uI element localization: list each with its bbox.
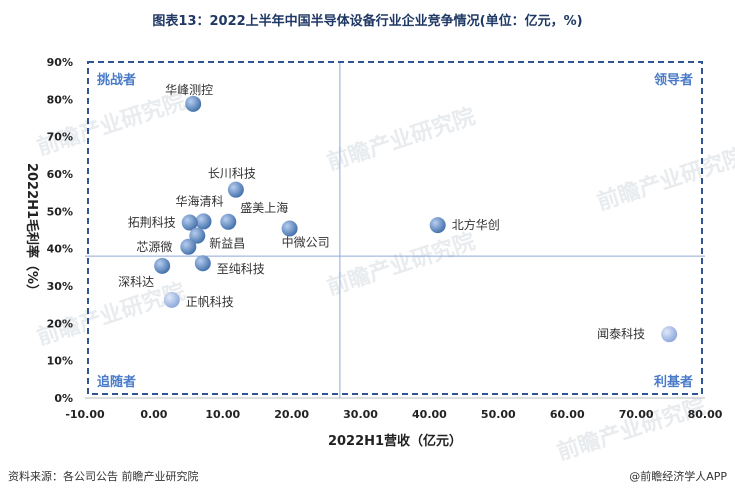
watermark-text: 前瞻产业研究院 [324,228,479,300]
point-label: 拓荆科技 [128,216,176,230]
point-label: 新益昌 [209,236,245,251]
x-tick-label: 40.00 [412,408,447,421]
x-tick-label: 80.00 [688,408,723,421]
quadrant-label-niche: 利基者 [654,374,693,390]
point-拓荆科技[interactable] [181,214,198,231]
brand-credit: @前瞻经济学人APP [629,470,727,483]
point-label: 华海清科 [175,193,223,208]
x-axis-ticks: -10.00 0.00 10.00 20.00 30.00 40.00 50.00 60.00… [65,408,722,421]
y-tick-label: 90% [47,56,73,69]
point-闻泰科技[interactable] [661,326,678,343]
y-tick-label: 70% [47,131,73,144]
y-tick-label: 40% [47,243,73,256]
point-芯源微[interactable] [180,238,197,255]
x-tick-label: 10.00 [205,408,240,421]
x-axis-title: 2022H1营收（亿元） [328,433,462,449]
x-tick-label: 60.00 [550,408,585,421]
point-label: 深科达 [118,275,154,289]
x-tick-label: 50.00 [481,408,516,421]
y-tick-label: 50% [47,205,73,218]
point-label: 北方华创 [452,217,500,232]
point-正帆科技[interactable] [163,291,180,308]
point-华海清科[interactable] [195,213,212,230]
x-tick-label: 0.00 [140,408,167,421]
point-label: 芯源微 [136,240,172,254]
quadrant-label-follower: 追随者 [97,374,136,390]
point-label: 中微公司 [282,235,330,250]
point-label: 至纯科技 [217,262,265,276]
point-新益昌[interactable] [189,227,206,244]
y-axis-ticks: 0% 10% 20% 30% 40% 50% 60% 70% 80% 90% [47,56,73,405]
y-tick-label: 60% [47,168,73,181]
y-tick-label: 80% [47,93,73,106]
point-中微公司[interactable] [281,220,298,237]
watermark-text: 前瞻产业研究院 [554,393,709,465]
point-label: 正帆科技 [186,294,234,309]
y-axis-title: 2022H1毛利率（%） [24,163,40,297]
y-tick-label: 10% [47,355,73,368]
point-长川科技[interactable] [227,181,244,198]
watermark-text: 前瞻产业研究院 [324,103,479,175]
y-tick-label: 20% [47,317,73,330]
point-盛美上海[interactable] [220,213,237,230]
x-tick-label: 30.00 [343,408,378,421]
point-label: 华峰测控 [165,83,213,97]
point-label: 盛美上海 [240,200,288,215]
quadrant-label-leader: 领导者 [654,72,693,88]
source-note: 资料来源：各公司公告 前瞻产业研究院 [8,470,199,483]
point-北方华创[interactable] [429,217,446,234]
y-tick-label: 30% [47,280,73,293]
watermark-text: 前瞻产业研究院 [594,143,735,215]
point-label: 长川科技 [208,167,256,181]
x-tick-label: -10.00 [65,408,105,421]
point-至纯科技[interactable] [194,255,211,272]
y-tick-label: 0% [54,392,73,405]
x-tick-label: 20.00 [274,408,309,421]
axis-labels: 2022H1营收（亿元） 2022H1毛利率（%） [24,163,462,449]
x-tick-label: 70.00 [619,408,654,421]
quadrant-label-challenger: 挑战者 [97,72,136,88]
point-华峰测控[interactable] [185,95,202,112]
point-label: 闻泰科技 [597,327,645,341]
point-深科达[interactable] [154,257,171,274]
quadrant-frame [87,61,703,395]
chart-title: 图表13：2022上半年中国半导体设备行业企业竞争情况(单位：亿元，%) [152,14,583,29]
